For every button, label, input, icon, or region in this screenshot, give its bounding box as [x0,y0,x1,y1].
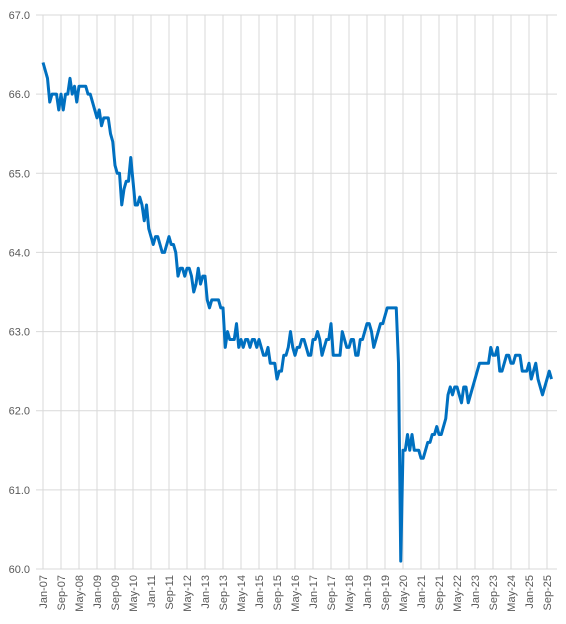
x-tick-label: Jan-13 [200,575,212,609]
x-tick-label: May-18 [344,575,356,612]
x-tick-label: Sep-25 [542,575,554,610]
x-tick-label: Sep-07 [56,575,68,610]
y-tick-label: 67.0 [9,10,30,22]
x-tick-label: May-14 [236,575,248,612]
x-tick-label: Jan-19 [362,575,374,609]
y-tick-label: 62.0 [9,406,30,418]
x-tick-label: May-20 [398,575,410,612]
x-tick-label: May-10 [128,575,140,612]
x-tick-label: May-24 [506,575,518,612]
y-tick-label: 63.0 [9,327,30,339]
x-tick-label: Jan-09 [92,575,104,609]
x-tick-label: Jan-25 [524,575,536,609]
x-tick-label: Sep-15 [272,575,284,610]
x-tick-label: May-08 [74,575,86,612]
y-tick-label: 60.0 [9,564,30,576]
x-tick-label: Sep-11 [164,575,176,610]
x-tick-label: Jan-17 [308,575,320,609]
x-tick-label: Jan-15 [254,575,266,609]
x-tick-label: May-22 [452,575,464,612]
x-tick-label: Jan-23 [470,575,482,609]
y-tick-label: 64.0 [9,247,30,259]
x-tick-label: May-12 [182,575,194,612]
x-tick-label: Sep-09 [110,575,122,610]
x-tick-label: Jan-07 [38,575,50,609]
x-tick-label: Sep-13 [218,575,230,610]
x-tick-label: Sep-21 [434,575,446,610]
x-tick-label: Sep-17 [326,575,338,610]
x-tick-label: Jan-11 [146,575,158,608]
y-tick-label: 61.0 [9,485,30,497]
y-tick-label: 66.0 [9,89,30,101]
x-tick-label: May-16 [290,575,302,612]
x-tick-label: Jan-21 [416,575,428,609]
x-tick-label: Sep-19 [380,575,392,610]
y-tick-label: 65.0 [9,168,30,180]
x-tick-label: Sep-23 [488,575,500,610]
series-line [41,62,553,563]
